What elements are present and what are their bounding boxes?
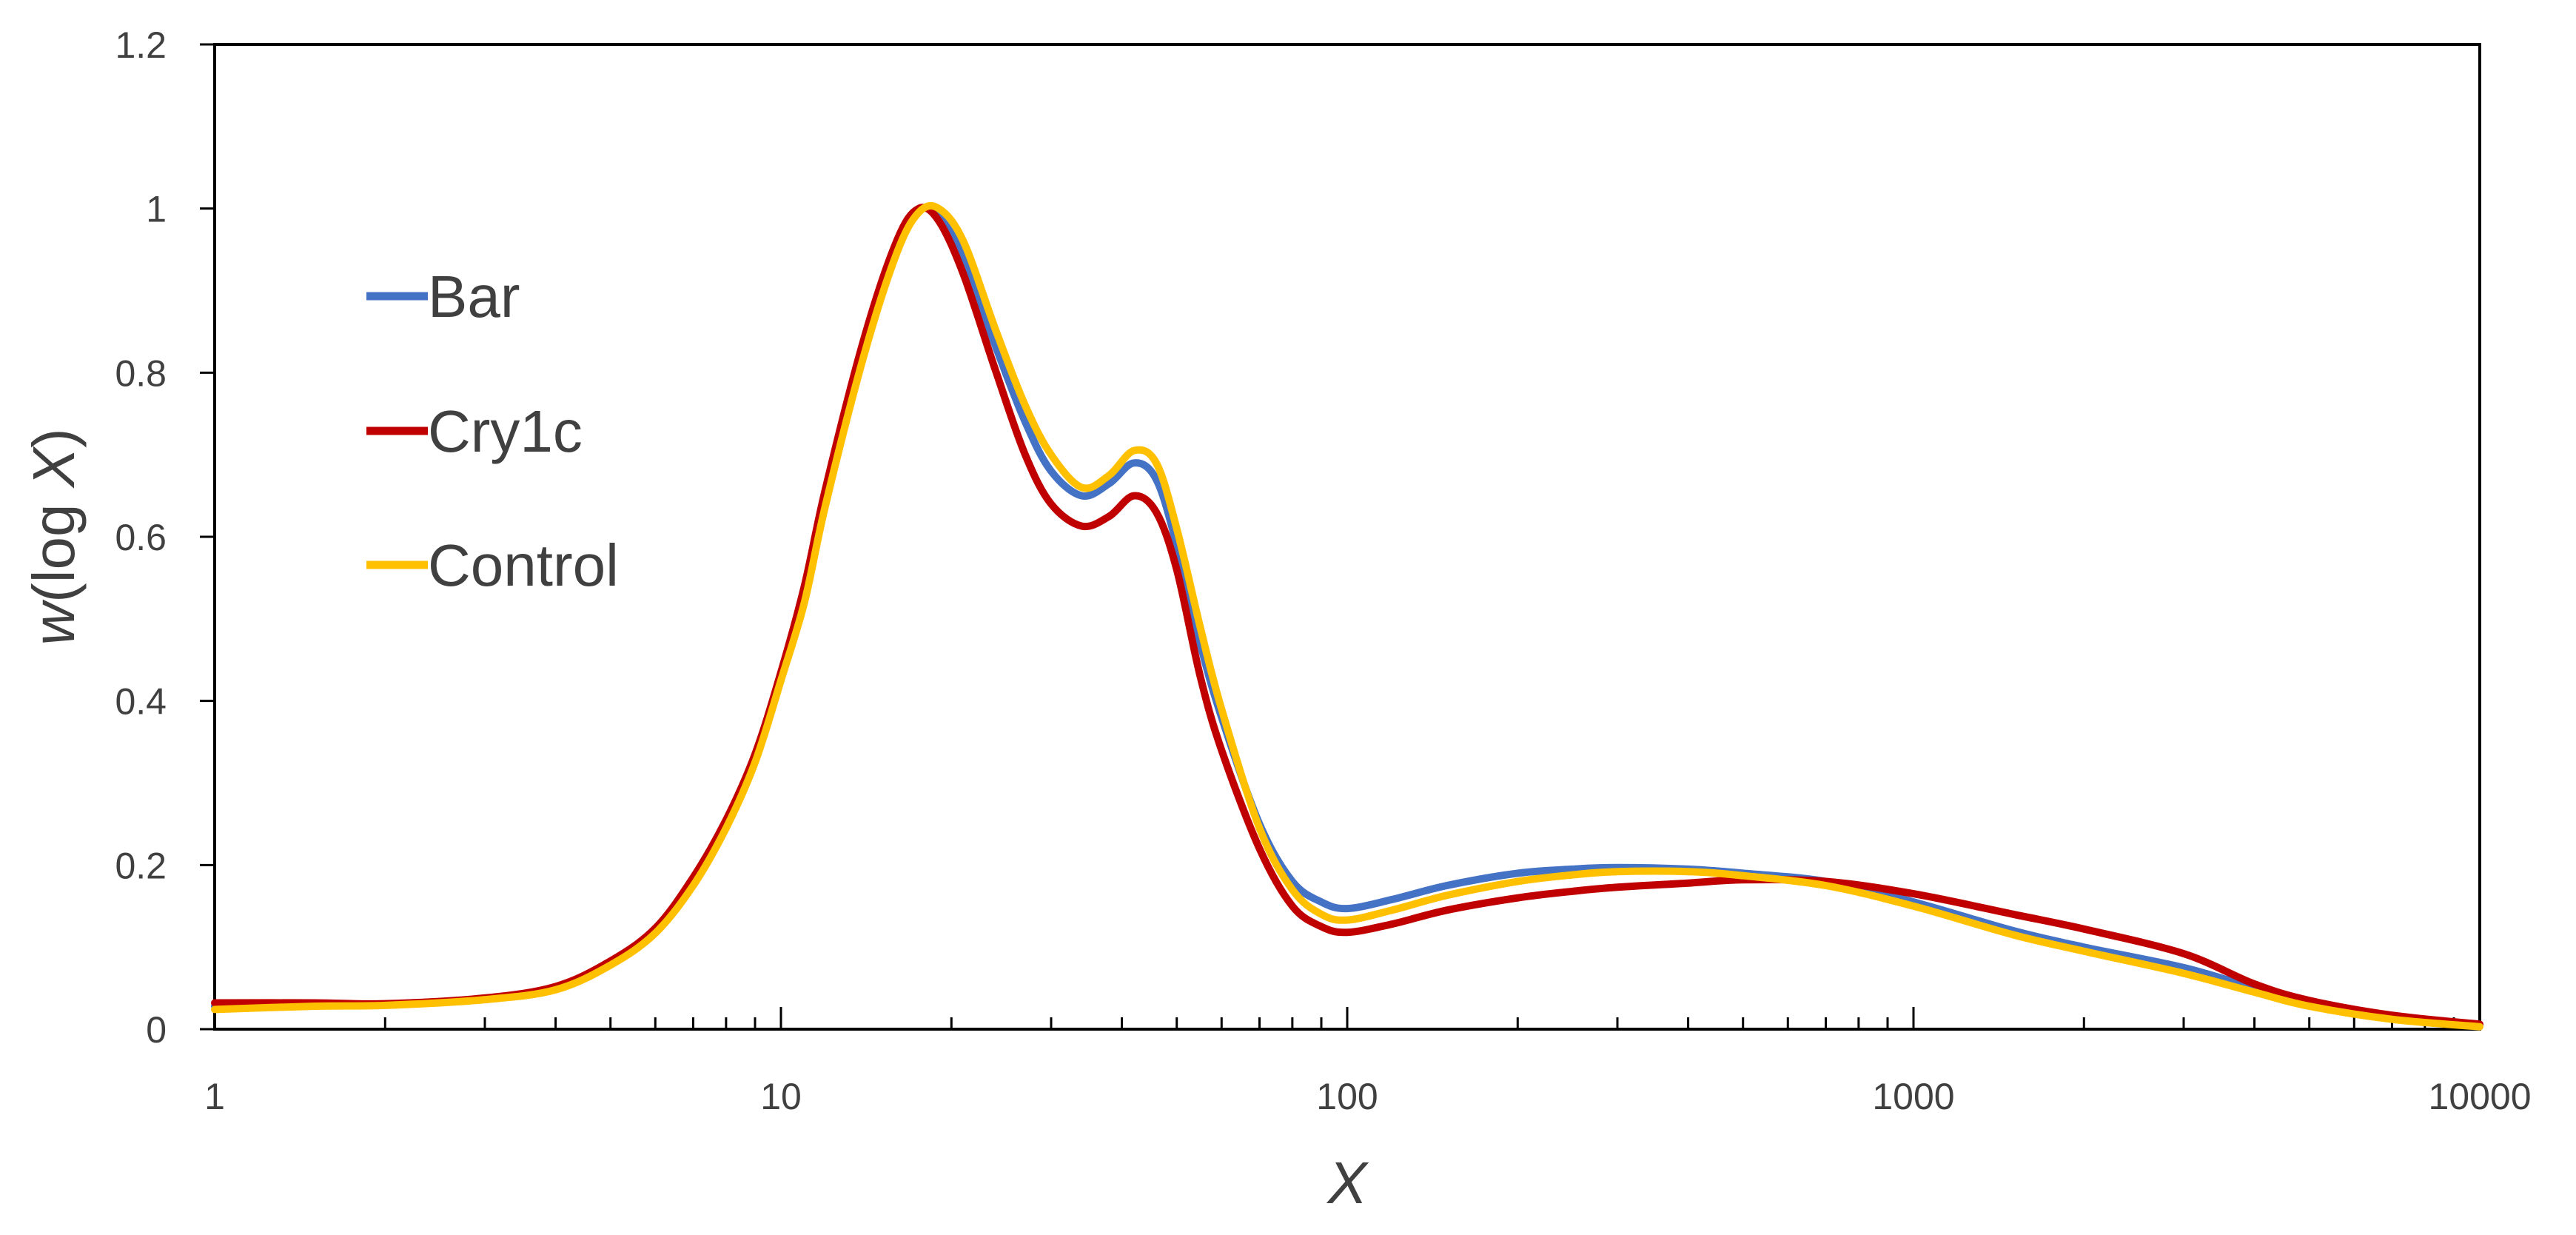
y-axis-title-close: ) — [21, 428, 87, 448]
plot-area — [213, 43, 2481, 1031]
x-tick-label: 1000 — [1872, 1076, 1954, 1117]
y-axis-title: w(log X) — [21, 428, 87, 645]
y-tick-label: 0.2 — [115, 845, 167, 886]
series-line-control — [211, 201, 2483, 1031]
legend-item-cry1c: Cry1c — [366, 398, 583, 464]
y-tick-label: 0 — [146, 1009, 167, 1051]
series-layer — [211, 201, 2483, 1031]
x-axis-ticks: 1 10 100 1000 10000 — [204, 1007, 2532, 1117]
y-tick-label: 0.6 — [115, 517, 167, 558]
legend-label-bar: Bar — [428, 264, 520, 329]
y-tick-label: 1.2 — [115, 24, 167, 66]
x-tick-label: 10 — [760, 1076, 802, 1117]
y-axis-ticks: 0 0.2 0.4 0.6 0.8 1 1.2 — [115, 24, 215, 1051]
y-axis-title-x: X — [21, 446, 87, 489]
legend-item-control: Control — [366, 532, 619, 598]
series-line-cry1c — [211, 204, 2483, 1028]
x-tick-label: 1 — [204, 1076, 225, 1117]
x-axis-title: X — [1326, 1150, 1369, 1216]
x-tick-label: 10000 — [2428, 1076, 2531, 1117]
y-axis-title-w: w — [21, 599, 87, 646]
y-tick-label: 0.8 — [115, 352, 167, 394]
legend-label-cry1c: Cry1c — [428, 398, 583, 464]
y-axis-title-log: (log — [21, 487, 87, 603]
legend: Bar Cry1c Control — [366, 264, 619, 598]
y-tick-label: 1 — [146, 189, 167, 230]
legend-label-control: Control — [428, 532, 619, 598]
x-tick-label: 100 — [1316, 1076, 1378, 1117]
y-tick-label: 0.4 — [115, 681, 167, 723]
legend-item-bar: Bar — [366, 264, 520, 329]
